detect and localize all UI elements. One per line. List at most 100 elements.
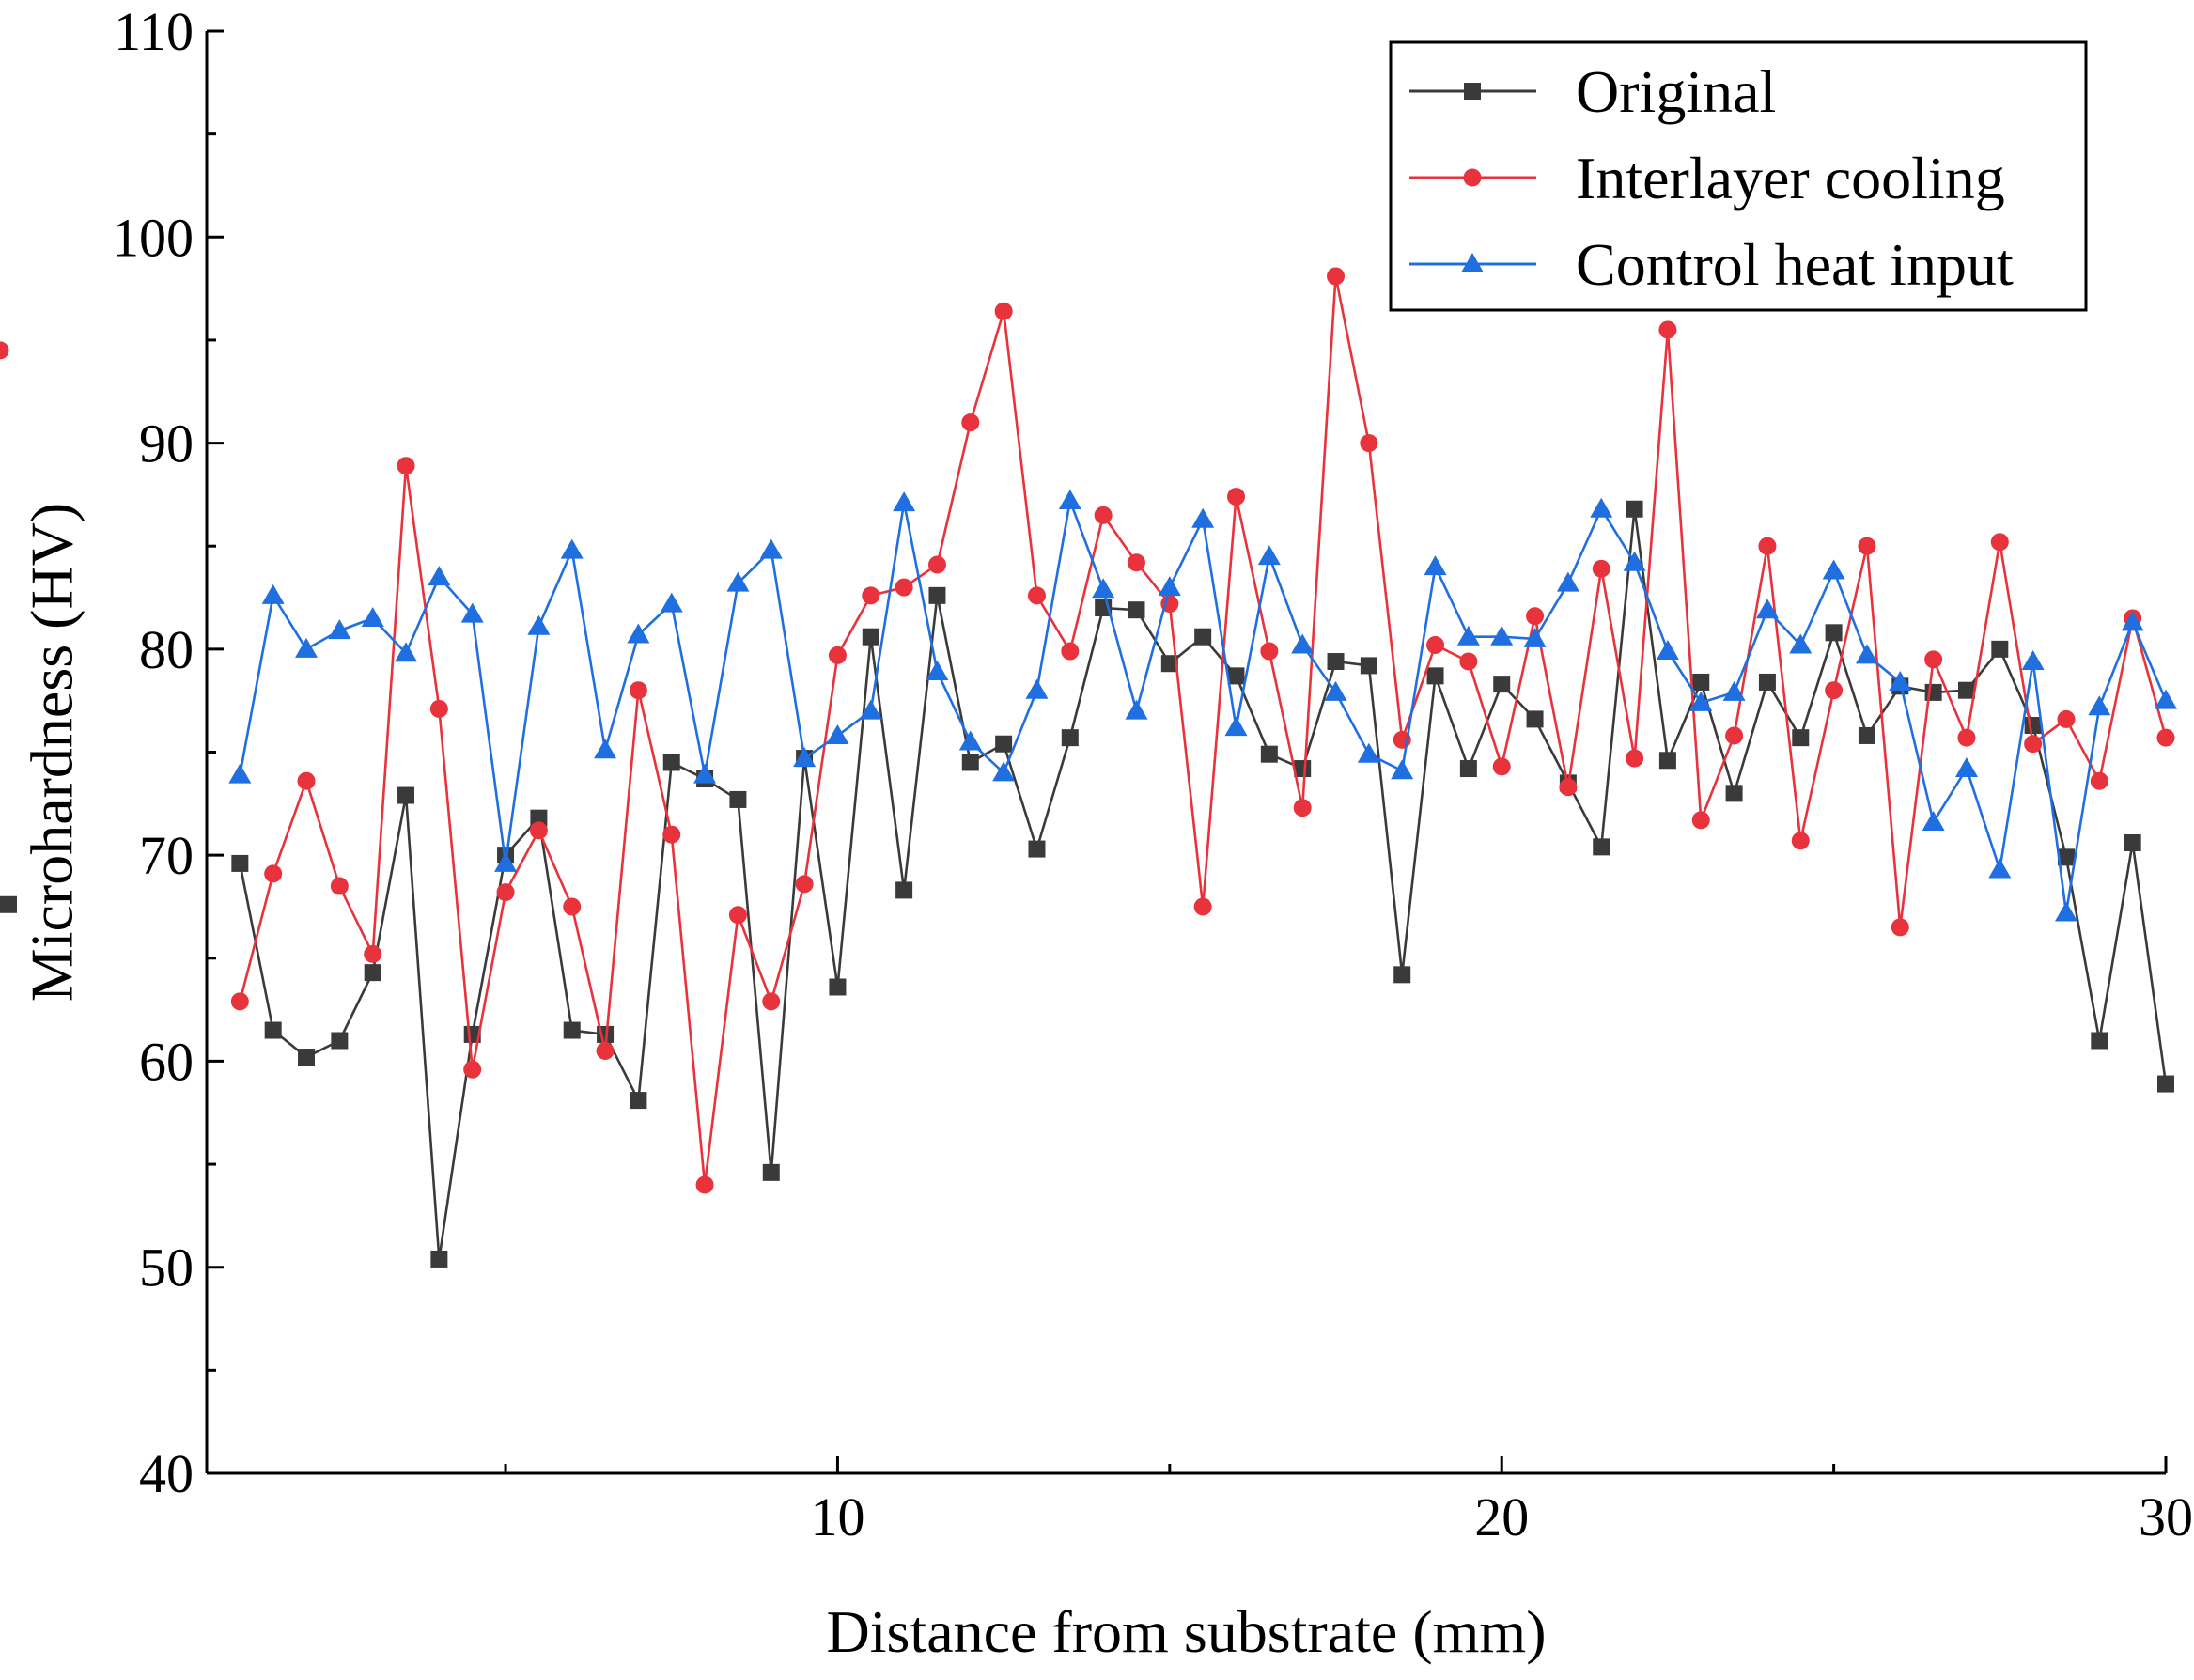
- data-point-circle: [297, 771, 316, 790]
- data-point-triangle: [1822, 559, 1845, 580]
- data-point-square: [662, 754, 680, 771]
- data-point-circle: [1327, 267, 1346, 286]
- data-point-triangle: [295, 637, 319, 658]
- y-tick-label: 70: [139, 825, 194, 886]
- data-point-square: [530, 809, 548, 827]
- data-point-square: [928, 586, 946, 604]
- data-point-circle: [1526, 607, 1545, 626]
- data-point-square: [1858, 726, 1875, 744]
- data-point-square: [1658, 752, 1676, 770]
- series-control-heat-input: [228, 489, 2177, 922]
- data-point-circle: [728, 906, 747, 925]
- data-point-circle: [529, 821, 548, 840]
- data-point-triangle: [361, 606, 384, 627]
- data-point-triangle: [693, 763, 717, 784]
- legend-marker-control-heat-input: [1461, 253, 1484, 272]
- data-point-square: [1526, 710, 1544, 728]
- legend-marker-interlayer-cooling: [1463, 168, 1482, 187]
- data-point-square: [331, 1032, 349, 1050]
- series-interlayer-cooling: [0, 267, 2175, 1194]
- data-point-square: [364, 964, 381, 982]
- data-point-circle: [1426, 635, 1445, 654]
- data-point-triangle: [926, 660, 949, 680]
- data-point-square: [231, 854, 249, 872]
- data-point-circle: [2024, 735, 2043, 754]
- data-point-circle: [1990, 533, 2009, 552]
- data-point-circle: [994, 302, 1013, 320]
- legend-marker-original: [1464, 83, 1481, 100]
- data-point-triangle: [527, 614, 551, 635]
- data-point-triangle: [1025, 678, 1049, 699]
- data-point-triangle: [1490, 625, 1514, 646]
- data-point-square: [1294, 760, 1312, 778]
- data-point-circle: [230, 992, 249, 1011]
- series-line: [239, 507, 2168, 1261]
- data-point-circle: [1924, 650, 1943, 669]
- data-point-square: [1459, 760, 1477, 778]
- data-point-square: [264, 1021, 282, 1039]
- axis-ticks: 40 50 60 70 80 90 100 110 10 20 30: [112, 1, 2193, 1548]
- series-original: [0, 500, 2174, 1268]
- data-point-triangle: [759, 538, 783, 559]
- data-point-square: [2024, 716, 2042, 734]
- data-point-circle: [795, 875, 814, 894]
- data-point-square: [1426, 667, 1444, 685]
- data-point-square: [2124, 833, 2141, 851]
- legend-marker-shape: [1463, 168, 1482, 187]
- data-point-circle: [2156, 728, 2175, 747]
- data-point-square: [563, 1021, 581, 1039]
- data-point-square: [397, 786, 415, 804]
- y-tick-label: 80: [139, 619, 194, 680]
- data-point-square: [862, 628, 879, 646]
- data-point-triangle: [560, 538, 584, 559]
- data-point-circle: [1725, 726, 1744, 745]
- legend-label-original: Original: [1576, 58, 1776, 125]
- data-point-square: [1692, 673, 1710, 691]
- data-point-circle: [1791, 832, 1810, 850]
- data-point-triangle: [1158, 576, 1181, 597]
- legend: Original Interlayer cooling Control heat…: [1389, 40, 2088, 312]
- data-point-circle: [563, 897, 582, 916]
- data-point-circle: [1559, 778, 1578, 797]
- data-point-circle: [1592, 559, 1610, 578]
- data-point-square: [1260, 745, 1278, 763]
- data-point-triangle: [1357, 742, 1380, 763]
- data-point-circle: [2090, 771, 2108, 790]
- data-point-triangle: [395, 642, 418, 662]
- data-point-circle: [596, 1041, 615, 1060]
- data-point-triangle: [428, 566, 451, 586]
- data-point-triangle: [2155, 689, 2177, 709]
- data-point-circle: [264, 864, 283, 883]
- data-point-triangle: [1722, 680, 1746, 701]
- data-point-circle: [961, 413, 980, 432]
- data-point-triangle: [859, 699, 882, 720]
- data-point-circle: [2057, 709, 2076, 728]
- data-point-square: [430, 1250, 448, 1268]
- data-point-triangle: [328, 619, 351, 640]
- data-point-triangle: [1391, 759, 1414, 780]
- data-point-square: [729, 790, 747, 808]
- data-point-triangle: [1291, 633, 1315, 654]
- data-point-square: [1626, 500, 1643, 518]
- data-point-square: [1792, 729, 1810, 747]
- y-tick-label: 90: [139, 413, 194, 474]
- data-point-circle: [1858, 537, 1876, 555]
- data-point-triangle: [2088, 695, 2111, 716]
- data-point-triangle: [1224, 716, 1248, 737]
- data-point-triangle: [1058, 489, 1081, 509]
- data-point-triangle: [826, 723, 849, 744]
- legend-marker-shape: [1461, 253, 1484, 272]
- data-point-square: [1957, 681, 1975, 699]
- data-point-circle: [1227, 488, 1246, 506]
- data-point-triangle: [2021, 650, 2045, 671]
- data-point-triangle: [228, 763, 252, 784]
- data-point-triangle: [660, 592, 683, 613]
- x-tick-label: 30: [2139, 1486, 2193, 1548]
- data-point-square: [1227, 667, 1245, 685]
- data-point-triangle: [594, 739, 617, 759]
- data-point-triangle: [1689, 691, 1713, 711]
- data-point-circle: [1193, 897, 1212, 916]
- data-point-triangle: [958, 730, 982, 751]
- data-point-square: [2057, 848, 2075, 866]
- data-point-circle: [695, 1175, 714, 1194]
